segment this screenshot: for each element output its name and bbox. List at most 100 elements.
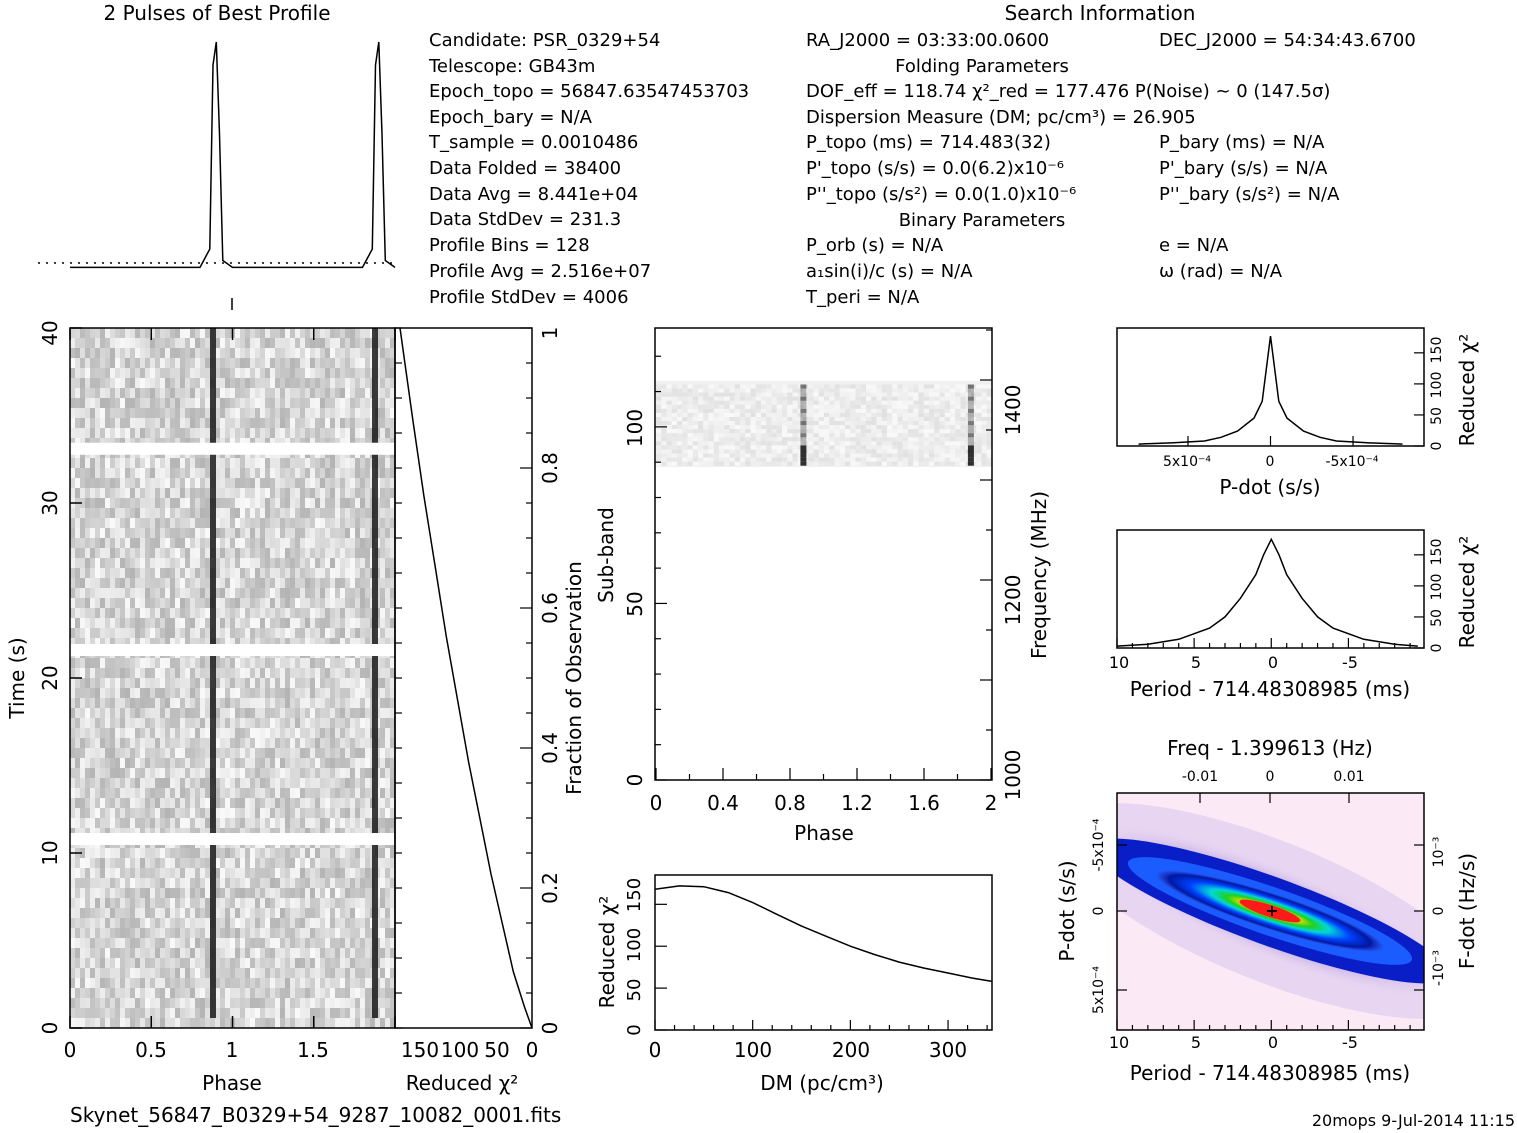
- time-phase-cell: [340, 678, 345, 688]
- time-phase-cell: [85, 698, 90, 708]
- time-phase-cell: [380, 758, 385, 768]
- time-phase-cell: [190, 808, 195, 818]
- time-phase-cell: [330, 688, 335, 698]
- chi-time-xtick-150: 150: [401, 1038, 439, 1062]
- time-phase-cell: [325, 1008, 330, 1018]
- time-phase-cell: [115, 1008, 120, 1018]
- time-phase-cell: [75, 518, 80, 528]
- time-phase-cell: [175, 708, 180, 718]
- time-phase-cell: [75, 488, 80, 498]
- time-phase-cell: [120, 458, 125, 468]
- time-phase-cell: [145, 818, 150, 828]
- time-phase-cell: [220, 468, 225, 478]
- time-phase-cell: [260, 458, 265, 468]
- subband-cell: [845, 396, 851, 401]
- time-phase-cell: [235, 708, 240, 718]
- time-phase-cell: [130, 608, 135, 618]
- time-phase-cell: [390, 918, 395, 928]
- time-phase-cell: [155, 948, 160, 958]
- time-phase-cell: [85, 348, 90, 358]
- time-phase-cell: [320, 998, 325, 1008]
- time-phase-cell: [155, 428, 160, 438]
- time-phase-cell: [390, 508, 395, 518]
- time-phase-cell: [105, 338, 110, 348]
- time-phase-cell: [295, 998, 300, 1008]
- time-phase-cell: [175, 858, 180, 868]
- subband-cell: [918, 400, 924, 405]
- time-phase-cell: [120, 468, 125, 478]
- time-phase-cell: [200, 958, 205, 968]
- time-phase-cell: [350, 938, 355, 948]
- time-phase-cell: [165, 548, 170, 558]
- time-phase-cell: [325, 508, 330, 518]
- time-phase-cell: [345, 418, 350, 428]
- time-phase-cell: [215, 758, 220, 768]
- time-phase-cell: [140, 668, 145, 678]
- time-phase-cell: [300, 498, 305, 508]
- time-phase-cell: [225, 848, 230, 858]
- time-phase-cell: [245, 508, 250, 518]
- subband-cell: [729, 392, 735, 397]
- time-phase-cell: [355, 1008, 360, 1018]
- time-phase-cell: [215, 1018, 220, 1028]
- time-phase-cell: [70, 818, 75, 828]
- time-phase-cell: [190, 938, 195, 948]
- time-phase-cell: [260, 368, 265, 378]
- time-phase-cell: [150, 738, 155, 748]
- time-phase-cell: [325, 408, 330, 418]
- time-phase-cell: [100, 468, 105, 478]
- time-phase-cell: [390, 328, 395, 338]
- time-phase-cell: [145, 558, 150, 568]
- time-phase-cell: [260, 728, 265, 738]
- time-phase-cell: [275, 398, 280, 408]
- time-phase-cell: [100, 908, 105, 918]
- time-phase-cell: [360, 468, 365, 478]
- time-phase-cell: [180, 378, 185, 388]
- time-phase-cell: [75, 398, 80, 408]
- time-phase-cell: [160, 938, 165, 948]
- time-phase-cell: [175, 848, 180, 858]
- time-phase-cell: [140, 918, 145, 928]
- time-phase-cell: [365, 578, 370, 588]
- time-phase-cell: [390, 878, 395, 888]
- time-phase-cell: [225, 408, 230, 418]
- time-phase-cell: [350, 798, 355, 808]
- time-phase-cell: [275, 928, 280, 938]
- time-phase-cell: [245, 968, 250, 978]
- time-phase-cell: [165, 698, 170, 708]
- time-phase-cell: [70, 878, 75, 888]
- time-phase-cell: [185, 968, 190, 978]
- time-phase-cell: [305, 998, 310, 1008]
- time-phase-cell: [95, 868, 100, 878]
- time-phase-cell: [265, 818, 270, 828]
- time-phase-cell: [130, 998, 135, 1008]
- time-phase-cell: [240, 738, 245, 748]
- time-phase-cell: [360, 858, 365, 868]
- time-phase-cell: [325, 608, 330, 618]
- time-phase-cell: [195, 688, 200, 698]
- time-phase-cell: [290, 938, 295, 948]
- time-phase-cell: [75, 388, 80, 398]
- time-phase-cell: [225, 348, 230, 358]
- time-phase-cell: [285, 458, 290, 468]
- time-phase-cell: [215, 878, 220, 888]
- time-phase-cell: [140, 338, 145, 348]
- time-phase-cell: [120, 518, 125, 528]
- subband-cell: [981, 388, 987, 393]
- time-phase-cell: [345, 628, 350, 638]
- subband-cell: [965, 392, 971, 397]
- time-phase-cell: [80, 958, 85, 968]
- time-phase-cell: [280, 778, 285, 788]
- time-phase-cell: [140, 488, 145, 498]
- time-phase-cell: [315, 488, 320, 498]
- time-phase-cell: [360, 518, 365, 528]
- time-phase-cell: [120, 658, 125, 668]
- time-phase-cell: [305, 1008, 310, 1018]
- dec-line: DEC_J2000 = 54:34:43.6700: [1159, 30, 1416, 51]
- time-phase-cell: [335, 938, 340, 948]
- time-phase-cell: [160, 808, 165, 818]
- time-phase-cell: [120, 538, 125, 548]
- time-phase-cell: [190, 618, 195, 628]
- time-phase-cell: [265, 578, 270, 588]
- time-phase-cell: [105, 768, 110, 778]
